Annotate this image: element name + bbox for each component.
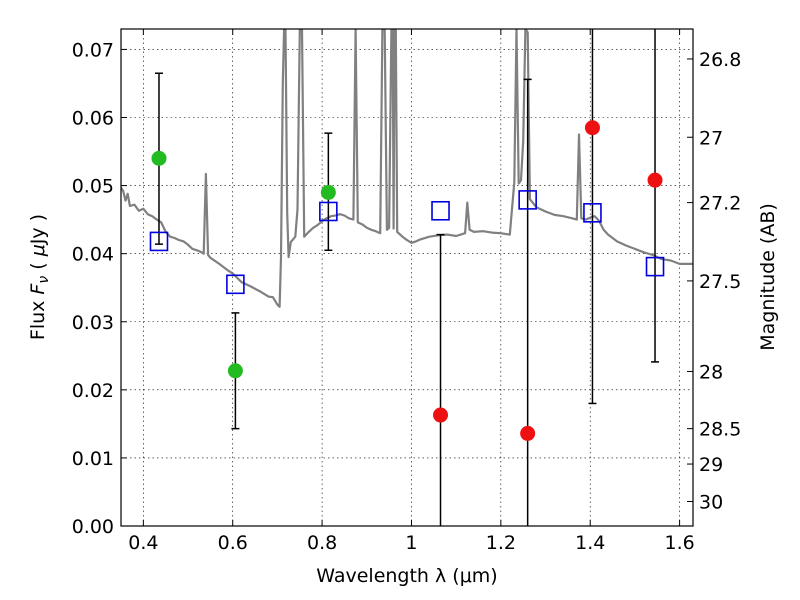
model-square-marker [226,274,245,295]
right-tick-label: 27 [699,127,723,149]
model-square-marker [319,201,338,222]
grid [121,29,693,527]
x-tick-label: 1.4 [575,532,605,554]
right-tick-label: 30 [699,491,723,513]
x-tick-label: 1.2 [486,532,516,554]
data-points [149,120,665,441]
model-square-marker [518,190,537,210]
x-tick-label: 0.8 [307,532,337,554]
non-detected-circle-marker [584,120,600,136]
model-spectrum [121,29,693,308]
model-square-marker [431,200,450,221]
y-tick-label: 0.03 [72,312,114,334]
x-axis-label: Wavelength λ (μm) [316,565,497,587]
detected-circle-marker [227,363,243,379]
right-tick-label: 27.2 [699,193,741,215]
right-tick-label: 27.5 [699,271,741,293]
x-tick-label: 0.4 [128,532,158,554]
non-detected-circle-marker [520,425,536,441]
right-tick-label: 28 [699,361,723,383]
x-tick-label: 0.6 [218,532,248,554]
detected-circle-marker [320,184,336,200]
right-tick-label: 26.8 [699,49,741,71]
error-bars [154,29,660,526]
y-tick-label: 0.01 [72,448,114,470]
y-axis-label: Flux Fν ( μJy ) [27,214,52,340]
y-tick-label: 0.02 [72,380,114,402]
y-axis-label-right: Magnitude (AB) [757,203,779,351]
plot-frame [120,28,694,527]
x-axis: 0.4 0.6 0.8 1 1.2 1.4 1.6 [128,29,695,554]
non-detected-circle-marker [433,407,449,423]
y-tick-label: 0.07 [72,39,114,61]
y-axis-right: 26.8 27 27.2 27.5 28 28.5 29 30 [687,49,741,513]
model-square-marker [645,256,665,277]
y-tick-label: 0.06 [72,108,114,130]
y-axis-left: 0.00 0.01 0.02 0.03 0.04 0.05 0.06 0.07 [72,39,127,538]
model-square-marker [583,203,602,223]
right-tick-label: 28.5 [699,419,741,441]
model-square-marker [149,231,169,252]
detected-circle-marker [151,150,167,166]
right-tick-label: 29 [699,454,723,476]
y-tick-label: 0.04 [72,244,114,266]
y-tick-label: 0.00 [72,516,114,538]
spectrum-line [121,29,693,308]
non-detected-circle-marker [647,172,663,188]
x-tick-label: 1.6 [664,532,694,554]
x-tick-label: 1 [405,532,417,554]
y-tick-label: 0.05 [72,176,114,198]
